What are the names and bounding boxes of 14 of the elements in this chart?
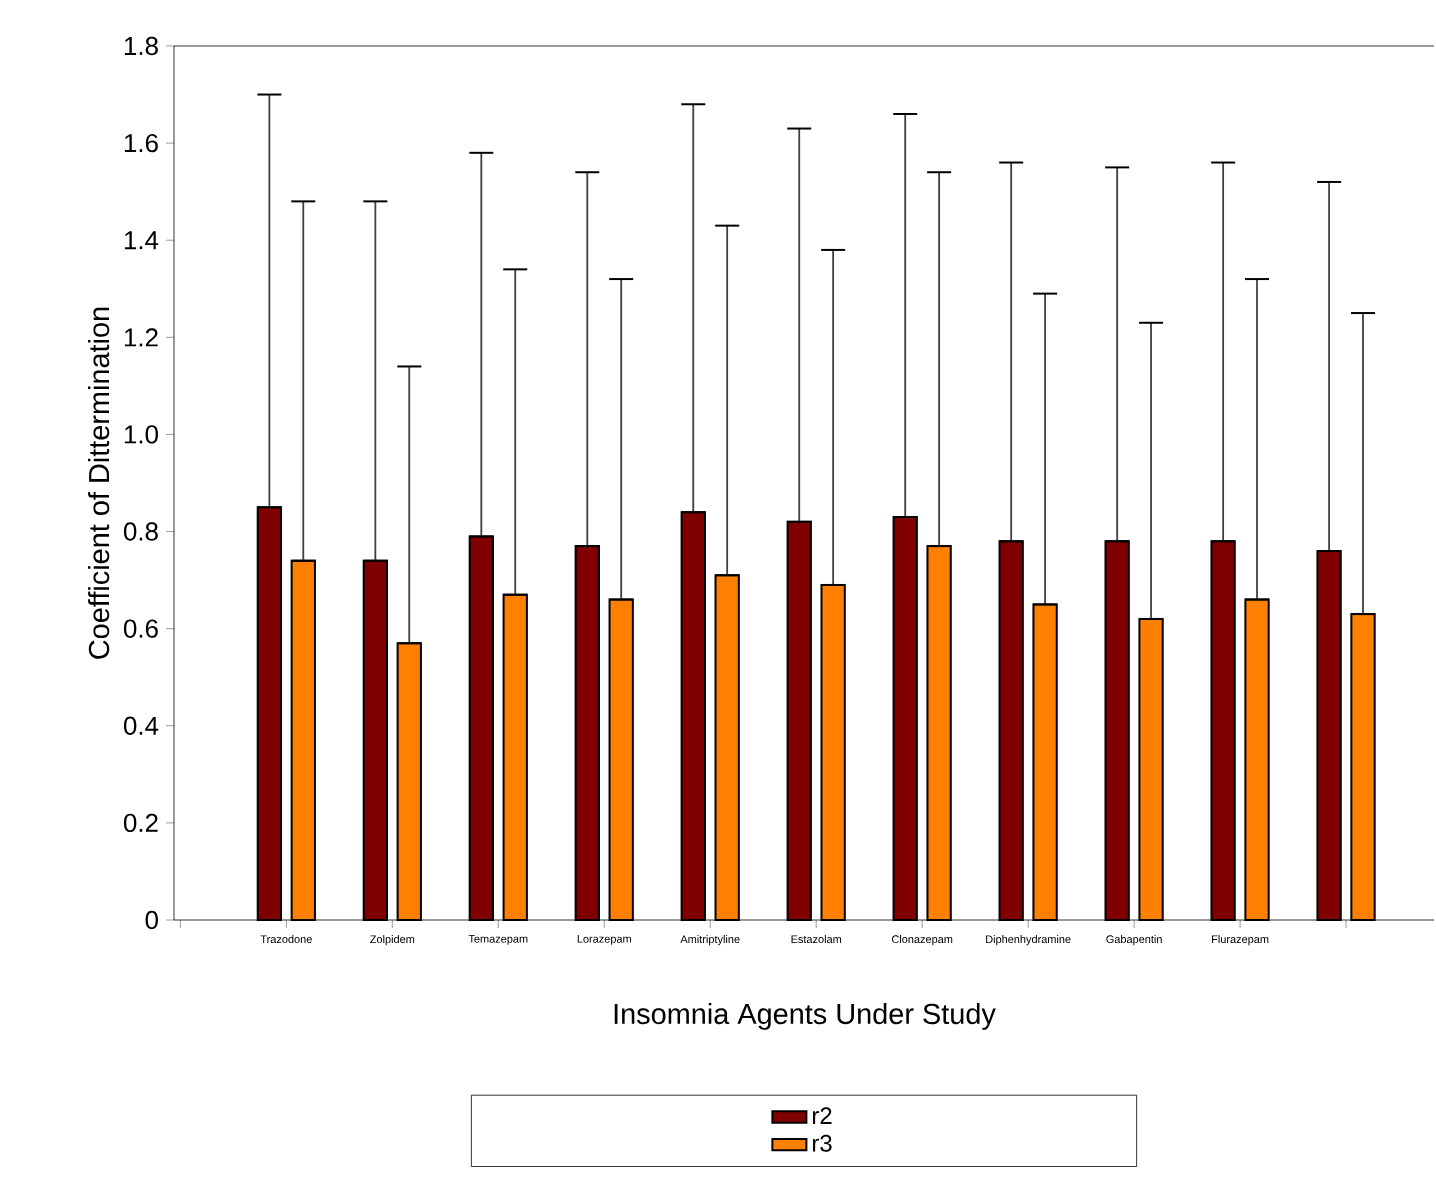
y-tick-label: 0.4 [123, 716, 159, 735]
y-tick-label: 1.0 [124, 425, 158, 444]
y-tick-label: 1.2 [124, 328, 158, 347]
y-tick-label: 0.8 [123, 522, 158, 541]
y-tick-label: 0.6 [123, 619, 158, 638]
y-tick-label: 0 [145, 910, 158, 930]
x-axis-title: Insomnia Agents Under Study [614, 1002, 996, 1030]
y-axis-title: Coefficient of Dittermination [88, 307, 110, 659]
y-tick-label: 1.6 [124, 133, 158, 153]
y-tick-label: 0.2 [123, 813, 158, 833]
legend-label: r3 [812, 1134, 832, 1152]
y-tick-label: 1.8 [124, 36, 158, 56]
legend-label: r2 [812, 1107, 832, 1124]
y-tick-label: 1.4 [124, 231, 159, 250]
